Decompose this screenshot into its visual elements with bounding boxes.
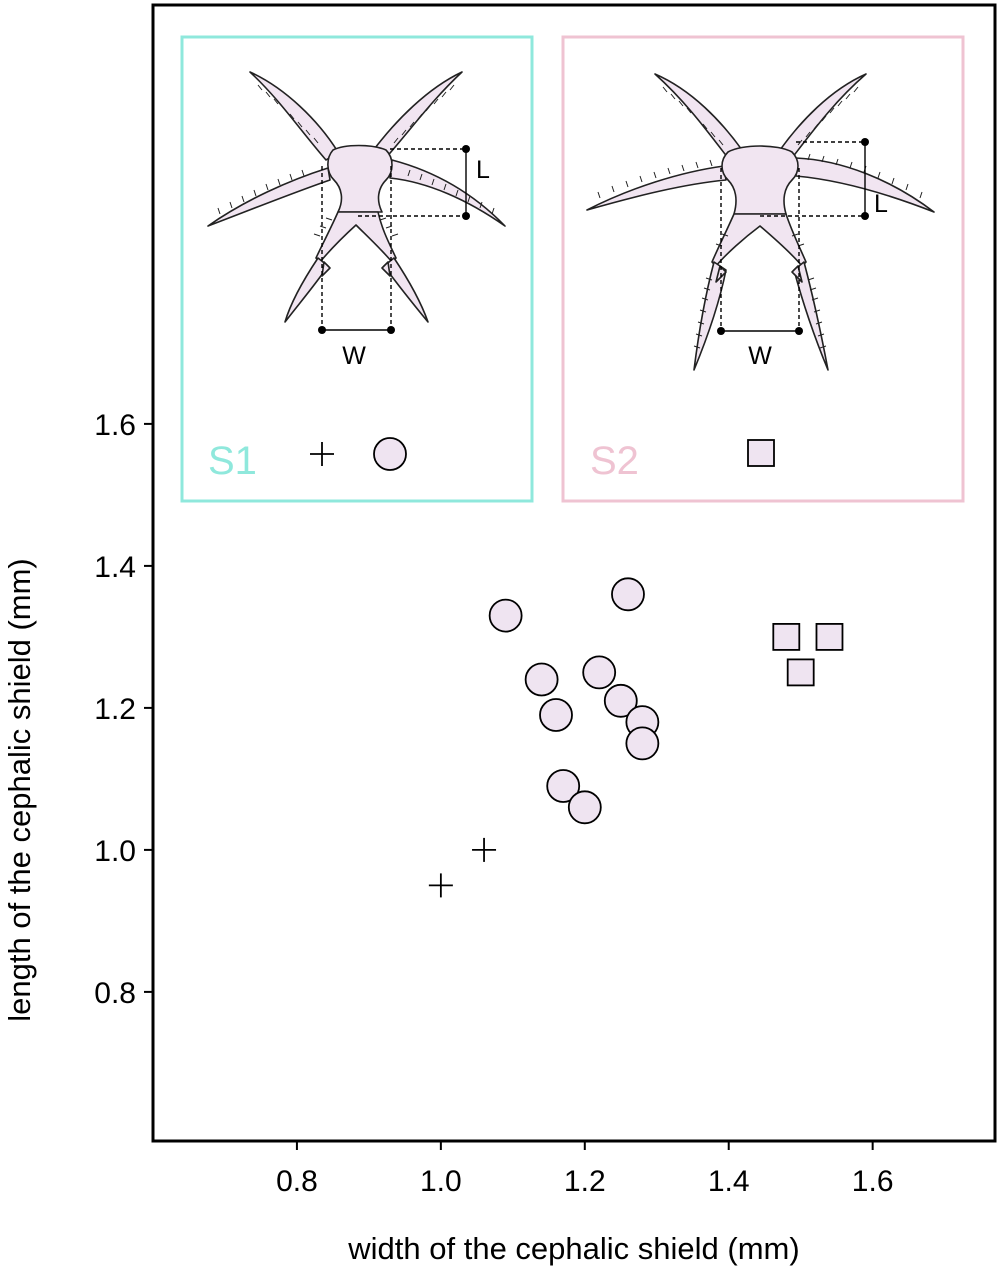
data-point-circle — [524, 662, 559, 697]
y-tick-label: 1.0 — [94, 835, 136, 868]
width-label-s1: W — [342, 342, 366, 370]
length-label-s2: L — [874, 190, 888, 218]
y-tick-label: 0.8 — [94, 977, 136, 1010]
x-axis-ticks: 0.8 1.0 1.2 1.4 1.6 — [276, 1141, 894, 1198]
length-label-s1: L — [476, 156, 490, 184]
legend-marker-circle — [373, 437, 407, 471]
legend-panel-s1: L W S1 — [180, 35, 534, 503]
x-tick-label: 1.6 — [852, 1165, 894, 1198]
legend-panel-s1-frame — [180, 35, 534, 503]
data-point-circle — [582, 655, 617, 690]
x-axis-title: width of the cephalic shield (mm) — [347, 1231, 799, 1266]
data-points — [428, 577, 844, 898]
data-point-plus — [472, 837, 497, 862]
dimension-guides-s2 — [720, 141, 866, 332]
data-point-square — [772, 623, 801, 651]
x-tick-label: 1.2 — [564, 1165, 606, 1198]
data-point-circle — [625, 726, 660, 761]
legend-label-s2: S2 — [590, 439, 639, 483]
legend-panel-s2-frame — [561, 35, 965, 503]
x-tick-label: 0.8 — [276, 1165, 318, 1198]
data-point-circle — [603, 683, 638, 718]
y-axis-title: length of the cephalic shield (mm) — [2, 558, 37, 1022]
y-tick-label: 1.2 — [94, 693, 136, 726]
data-point-circle — [546, 769, 581, 803]
data-point-circle — [539, 698, 573, 732]
legend-label-s1: S1 — [208, 439, 257, 483]
y-tick-label: 1.4 — [94, 551, 136, 584]
data-point-circle — [567, 790, 602, 825]
dimension-endpoints-s1 — [318, 145, 470, 334]
y-tick-label: 1.6 — [94, 409, 136, 442]
x-tick-label: 1.4 — [708, 1165, 750, 1198]
legend-marker-plus — [310, 442, 334, 466]
specimen-illustration-s1 — [207, 71, 506, 323]
legend-marker-square — [747, 439, 775, 467]
width-label-s2: W — [748, 342, 772, 370]
x-tick-label: 1.0 — [420, 1165, 462, 1198]
data-point-square — [815, 623, 844, 651]
specimen-illustration-s2 — [586, 73, 935, 371]
legend-panel-s2: L W S2 — [561, 35, 965, 503]
plot-frame — [151, 3, 997, 1143]
dimension-guides-s1 — [321, 148, 467, 331]
y-axis-ticks: 0.8 1.0 1.2 1.4 1.6 — [94, 409, 153, 1010]
data-point-circle — [611, 577, 645, 612]
dimension-endpoints-s2 — [717, 138, 869, 335]
data-point-circle — [488, 598, 523, 633]
data-point-square — [786, 658, 815, 687]
data-point-plus — [428, 873, 453, 898]
